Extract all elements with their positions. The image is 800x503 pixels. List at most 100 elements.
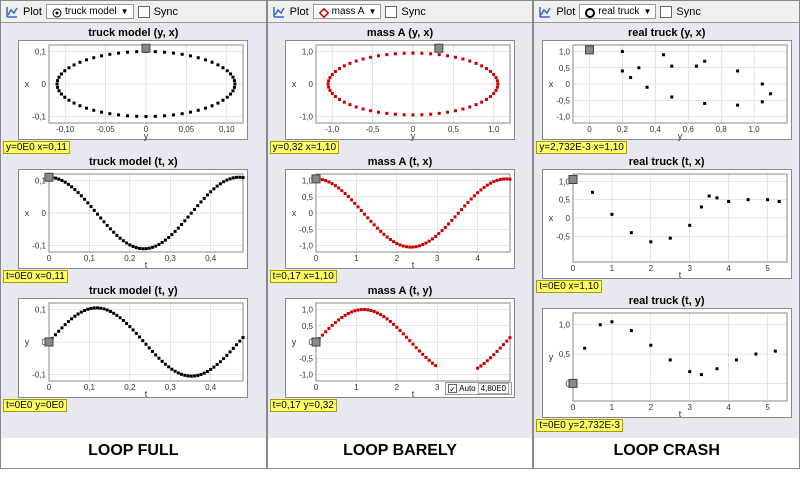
svg-text:1,0: 1,0 (302, 48, 314, 57)
svg-text:x: x (548, 213, 553, 223)
svg-text:y: y (411, 131, 416, 141)
toolbar: Plot real truck ▼ Sync (534, 1, 799, 23)
plot-title: real truck (t, x) (536, 156, 797, 168)
svg-text:t: t (145, 260, 148, 270)
svg-text:-0,05: -0,05 (97, 125, 116, 134)
plot-wrap: mass A (t, x) 01234-1,0-0,500,51,0tx t=0… (270, 156, 531, 283)
svg-text:-0,10: -0,10 (56, 125, 75, 134)
plot-area: mass A (y, x) -1,0-0,500,51,0-1,001,0yx … (268, 23, 533, 438)
svg-text:1,0: 1,0 (748, 125, 760, 134)
plot-title: real truck (t, y) (536, 295, 797, 307)
svg-text:0: 0 (314, 254, 319, 263)
svg-text:0,8: 0,8 (715, 125, 727, 134)
svg-text:t: t (145, 389, 148, 399)
plot-canvas[interactable]: 00,10,20,30,4-0,100,1ty (18, 298, 248, 398)
series-dropdown[interactable]: truck model ▼ (46, 4, 134, 19)
svg-text:0,05: 0,05 (179, 125, 195, 134)
plot-canvas[interactable]: -1,0-0,500,51,0-1,001,0yx (285, 40, 515, 140)
svg-text:0,5: 0,5 (448, 125, 460, 134)
series-marker-icon (318, 7, 328, 17)
svg-text:3: 3 (435, 383, 440, 392)
svg-text:0: 0 (570, 403, 575, 412)
svg-text:-1,0: -1,0 (556, 113, 570, 122)
plot-wrap: real truck (y, x) 00,20,40,60,81,0-1,0-0… (536, 27, 797, 154)
chevron-down-icon: ▼ (643, 7, 651, 16)
svg-text:0,4: 0,4 (205, 383, 217, 392)
svg-text:t: t (678, 409, 681, 419)
svg-text:0,6: 0,6 (682, 125, 694, 134)
column-footer-label: LOOP CRASH (534, 438, 799, 468)
plot-canvas[interactable]: -0,10-0,0500,050,10-0,100,1yx (18, 40, 248, 140)
svg-text:0: 0 (309, 80, 314, 89)
svg-text:1: 1 (354, 254, 359, 263)
plot-label: Plot (556, 6, 575, 18)
plot-canvas[interactable]: 01234-1,0-0,500,51,0ty ✓Auto4,80E0 (285, 298, 515, 398)
svg-text:0: 0 (587, 125, 592, 134)
svg-text:0,2: 0,2 (125, 254, 137, 263)
svg-text:y: y (25, 337, 30, 347)
sync-label: Sync (401, 6, 425, 18)
svg-text:x: x (292, 79, 297, 89)
cursor-status: y=2,732E-3 x=1,10 (536, 141, 627, 154)
svg-text:0: 0 (47, 383, 52, 392)
series-dropdown[interactable]: mass A ▼ (313, 4, 382, 19)
svg-text:3: 3 (687, 403, 692, 412)
toolbar: Plot mass A ▼ Sync (268, 1, 533, 23)
series-dropdown-label: real truck (598, 6, 639, 17)
svg-text:0,10: 0,10 (219, 125, 235, 134)
svg-text:2: 2 (648, 264, 653, 273)
svg-text:-0,1: -0,1 (33, 113, 47, 122)
svg-text:3: 3 (687, 264, 692, 273)
plot-icon (272, 5, 286, 19)
svg-text:y: y (292, 337, 297, 347)
svg-text:-0,5: -0,5 (366, 125, 380, 134)
svg-text:0: 0 (565, 80, 570, 89)
plot-canvas[interactable]: 00,20,40,60,81,0-1,0-0,500,51,0yx (542, 40, 792, 140)
auto-checkbox[interactable]: ✓ (448, 384, 457, 393)
plot-area: real truck (y, x) 00,20,40,60,81,0-1,0-0… (534, 23, 799, 438)
svg-text:-0,5: -0,5 (299, 225, 313, 234)
plot-wrap: real truck (t, y) 01234500,51,0ty t=0E0 … (536, 295, 797, 432)
plot-column: Plot real truck ▼ Sync real truck (y, x)… (533, 0, 800, 469)
plot-icon (538, 5, 552, 19)
plot-canvas[interactable]: 01234-1,0-0,500,51,0tx (285, 169, 515, 269)
series-dropdown-label: truck model (65, 6, 117, 17)
auto-label: Auto (459, 384, 475, 393)
svg-text:x: x (25, 208, 30, 218)
series-dropdown-label: mass A (332, 6, 365, 17)
svg-text:0,1: 0,1 (84, 383, 96, 392)
svg-text:0,4: 0,4 (205, 254, 217, 263)
sync-checkbox[interactable] (660, 6, 672, 18)
svg-text:t: t (412, 260, 415, 270)
svg-text:-1,0: -1,0 (299, 113, 313, 122)
plot-column: Plot mass A ▼ Sync mass A (y, x) -1,0 -0,… (267, 0, 534, 469)
sync-label: Sync (676, 6, 700, 18)
chevron-down-icon: ▼ (368, 7, 376, 16)
plot-area: truck model (y, x) -0,10-0,0500,050,10-0… (1, 23, 266, 438)
plot-canvas[interactable]: 012345-0,500,51,0tx (542, 169, 792, 279)
svg-text:-0,5: -0,5 (556, 96, 570, 105)
plot-title: mass A (y, x) (270, 27, 531, 39)
svg-text:-0,1: -0,1 (33, 371, 47, 380)
auto-range-control[interactable]: ✓Auto4,80E0 (445, 382, 512, 395)
svg-text:-1,0: -1,0 (299, 371, 313, 380)
toolbar: Plot truck model ▼ Sync (1, 1, 266, 23)
sync-checkbox[interactable] (138, 6, 150, 18)
svg-text:5: 5 (765, 403, 770, 412)
svg-text:2: 2 (395, 383, 400, 392)
plot-title: mass A (t, x) (270, 156, 531, 168)
cursor-status: t=0E0 x=0,11 (3, 270, 68, 283)
svg-text:0,3: 0,3 (165, 383, 177, 392)
plot-canvas[interactable]: 00,10,20,30,4-0,100,1tx (18, 169, 248, 269)
svg-text:1,0: 1,0 (559, 321, 571, 330)
sync-label: Sync (154, 6, 178, 18)
cursor-status: t=0E0 y=2,732E-3 (536, 419, 623, 432)
cursor-status: t=0E0 x=1,10 (536, 280, 602, 293)
plot-label: Plot (290, 6, 309, 18)
main-container: Plot truck model ▼ Sync truck model (y, … (0, 0, 800, 469)
plot-wrap: mass A (t, y) 01234-1,0-0,500,51,0ty ✓Au… (270, 285, 531, 412)
plot-canvas[interactable]: 01234500,51,0ty (542, 308, 792, 418)
series-dropdown[interactable]: real truck ▼ (579, 4, 656, 19)
sync-checkbox[interactable] (385, 6, 397, 18)
svg-text:1: 1 (609, 403, 614, 412)
